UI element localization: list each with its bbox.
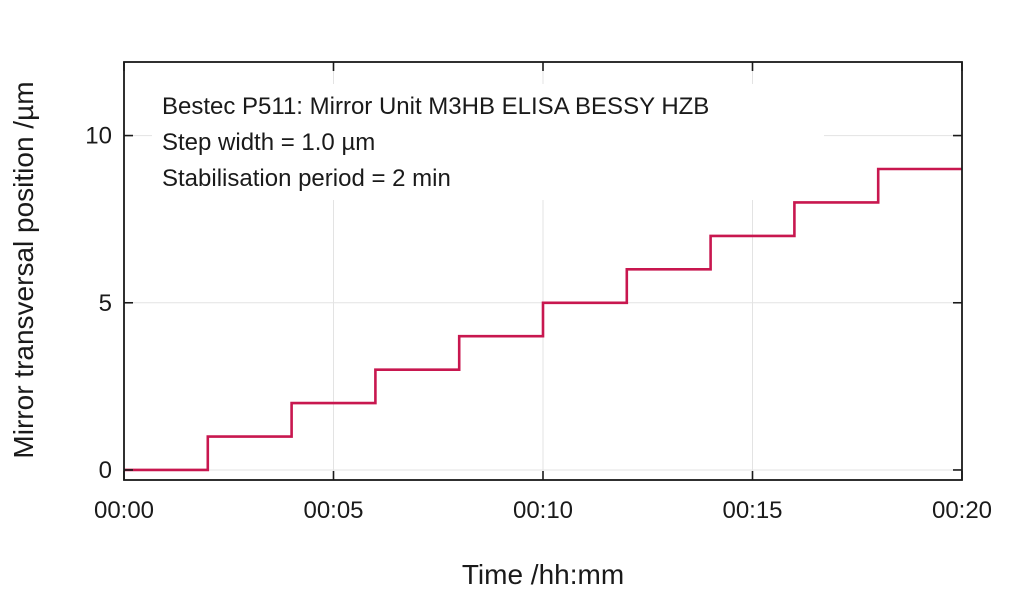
x-tick-label: 00:15 bbox=[722, 497, 782, 524]
x-axis-label: Time /hh:mm bbox=[462, 559, 624, 590]
y-tick-label: 10 bbox=[85, 123, 112, 150]
series-step-line bbox=[124, 167, 962, 472]
x-tick-label: 00:10 bbox=[513, 497, 573, 524]
annotation-line: Stabilisation period = 2 min bbox=[162, 165, 451, 192]
y-tick-label: 5 bbox=[99, 290, 112, 317]
annotation-box: Bestec P511: Mirror Unit M3HB ELISA BESS… bbox=[152, 84, 824, 200]
x-tick-label: 00:05 bbox=[303, 497, 363, 524]
series-layer bbox=[124, 167, 962, 472]
x-tick-label: 00:00 bbox=[94, 497, 154, 524]
tick-marks bbox=[123, 62, 963, 480]
y-tick-label: 0 bbox=[99, 457, 112, 484]
annotation-line: Bestec P511: Mirror Unit M3HB ELISA BESS… bbox=[162, 93, 709, 120]
annotation-background bbox=[152, 84, 824, 200]
x-tick-label: 00:20 bbox=[932, 497, 992, 524]
tick-labels: 00:00 00:05 00:10 00:15 00:20 0 5 10 bbox=[85, 123, 992, 524]
y-axis-label: Mirror transversal position /µm bbox=[8, 81, 39, 458]
annotation-line: Step width = 1.0 µm bbox=[162, 129, 375, 156]
